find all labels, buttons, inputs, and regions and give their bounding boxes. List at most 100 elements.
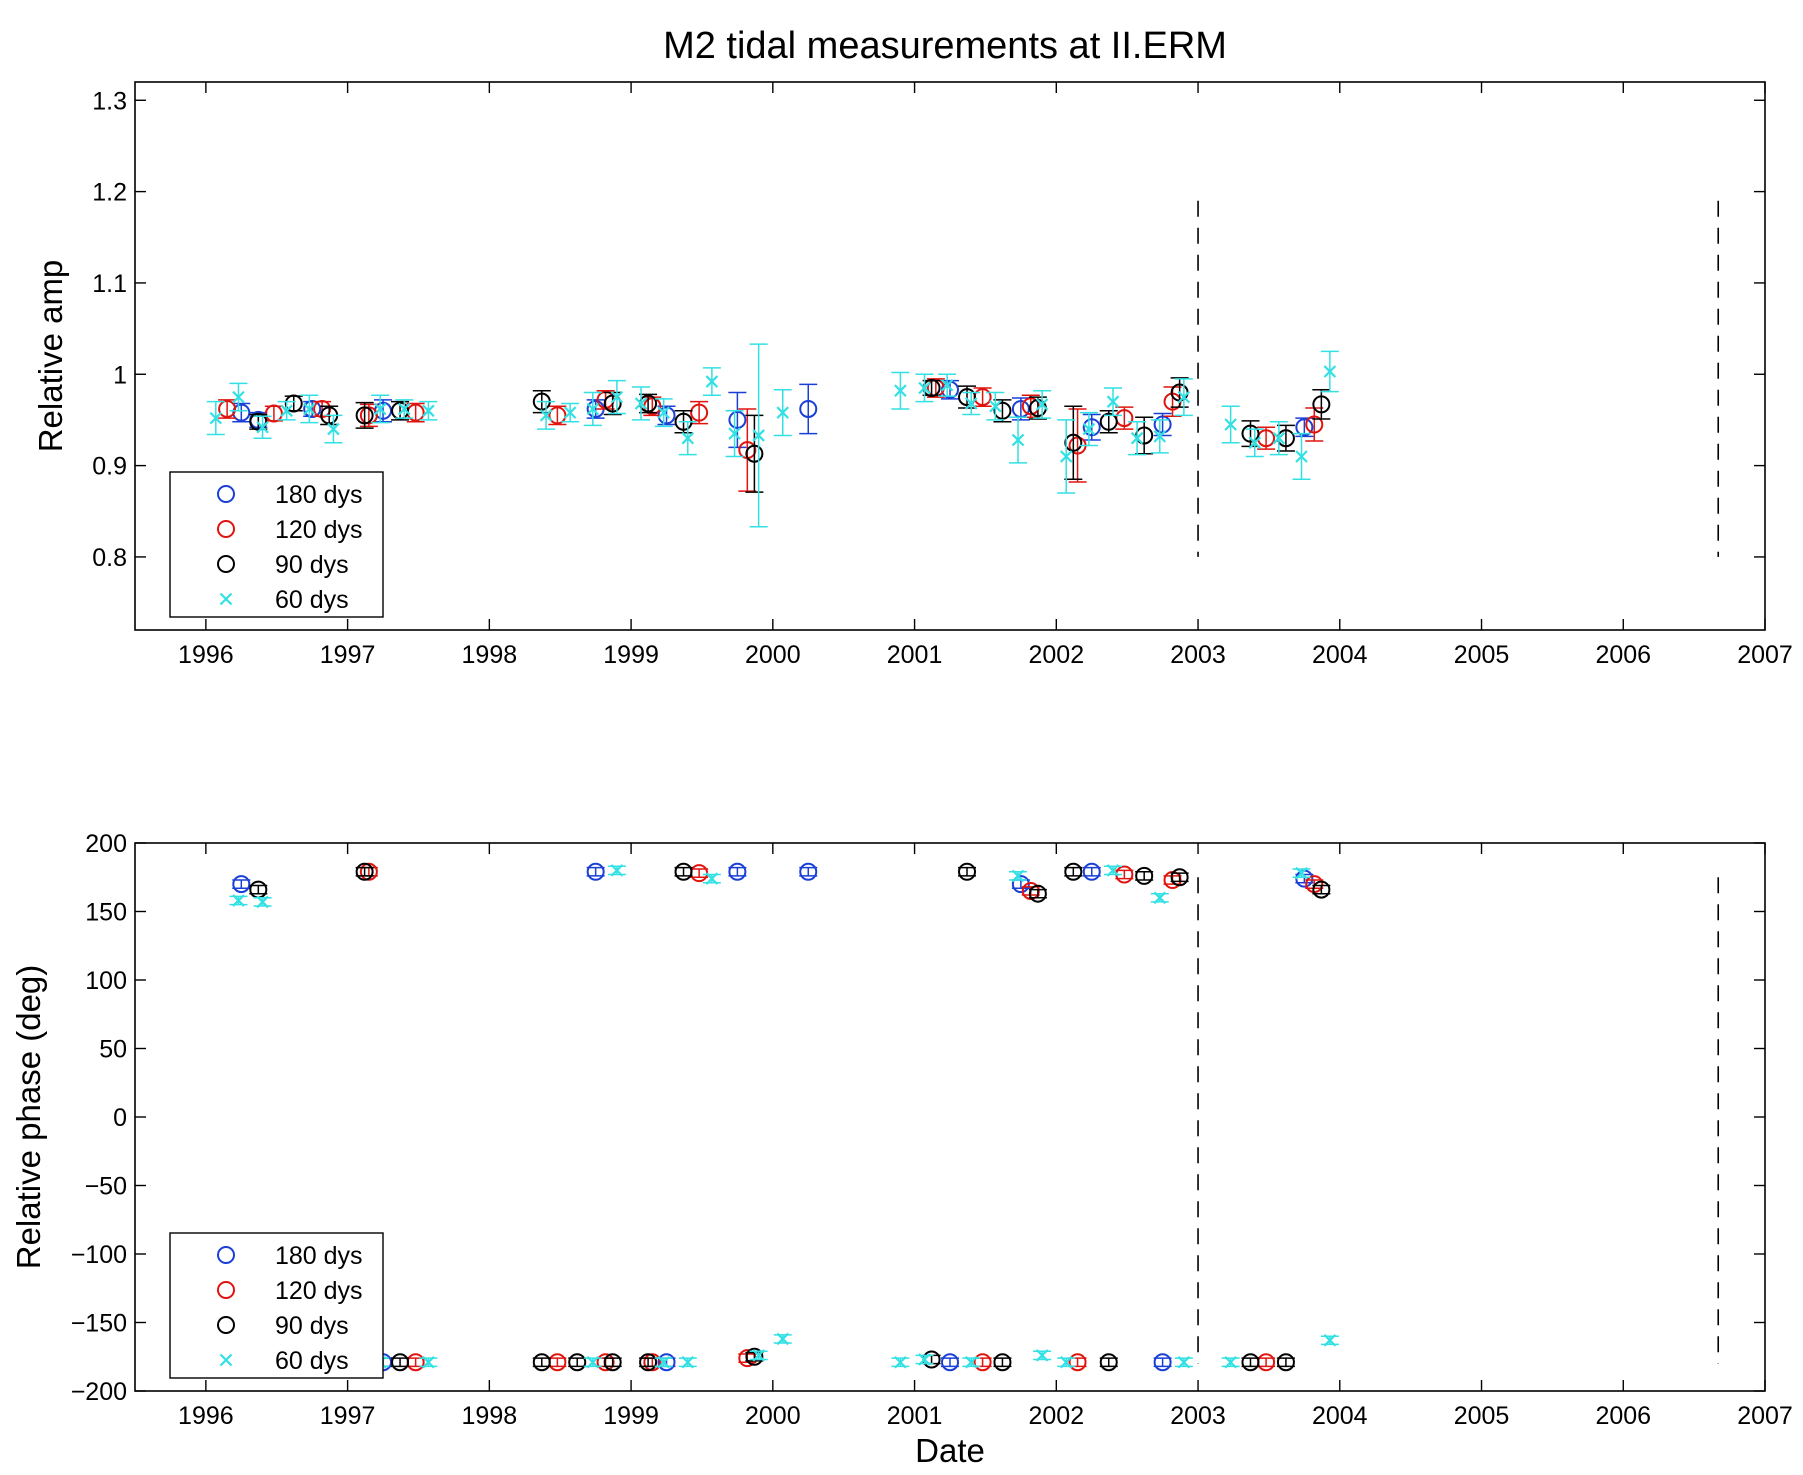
phase-x-tick-label: 2006	[1595, 1402, 1651, 1430]
phase-point	[1241, 1353, 1260, 1372]
amp-point	[940, 378, 954, 392]
amp-legend-marker	[217, 555, 235, 573]
phase-point	[1082, 862, 1101, 881]
phase-point	[674, 862, 693, 881]
phase-point	[1011, 869, 1025, 883]
phase-point	[1177, 1355, 1191, 1369]
amp-x-tick-label: 2006	[1595, 641, 1651, 669]
amp-error-bar	[1064, 405, 1083, 481]
amp-point	[303, 402, 316, 416]
amp-legend-label: 180 dys	[275, 481, 363, 509]
phase-legend: 180 dys 120 dys 90 dys 60 dys	[169, 1232, 384, 1379]
phase-y-tick-label: 150	[85, 899, 127, 927]
phase-x-tick-label: 1997	[320, 1402, 376, 1430]
phase-point	[973, 1353, 992, 1372]
amp-point	[249, 412, 268, 431]
amp-point	[993, 401, 1012, 420]
amp-legend-label: 90 dys	[275, 551, 349, 579]
amp-point	[1130, 431, 1144, 445]
amp-legend-marker	[217, 485, 235, 503]
phase-x-tick-label: 1998	[462, 1402, 518, 1430]
phase-point	[918, 1353, 931, 1366]
amp-y-tick-label: 0.8	[92, 544, 127, 572]
phase-legend-label: 60 dys	[275, 1347, 349, 1375]
amp-point	[894, 384, 907, 397]
amp-point	[964, 397, 978, 410]
phase-point	[359, 862, 378, 881]
amp-point	[776, 406, 790, 419]
amp-point	[209, 411, 223, 425]
phase-y-tick-label: 200	[85, 830, 127, 858]
amp-legend: 180 dys 120 dys 90 dys 60 dys	[169, 471, 384, 618]
amp-point	[705, 375, 719, 388]
phase-point	[657, 1353, 676, 1372]
phase-point	[799, 862, 818, 881]
phase-x-axis-label: Date	[915, 1432, 985, 1469]
phase-legend-marker	[217, 1246, 235, 1264]
phase-point	[232, 894, 245, 907]
amp-series-3	[206, 343, 1339, 528]
amp-x-tick-label: 1998	[462, 641, 518, 669]
amp-point	[728, 427, 741, 440]
phase-panel: Relative phase (deg) Date 1996 1997 1998 19…	[10, 830, 1793, 1469]
phase-point	[1106, 864, 1120, 877]
phase-legend-marker	[217, 1316, 235, 1334]
amp-point	[989, 399, 1002, 413]
phase-point	[752, 1349, 765, 1362]
amp-point	[422, 404, 435, 418]
amp-point	[264, 404, 283, 423]
phase-legend-box	[169, 1232, 384, 1379]
amp-x-tick-label: 2003	[1170, 641, 1226, 669]
phase-y-tick-label: −150	[71, 1310, 127, 1338]
amp-error-bar	[218, 399, 237, 419]
phase-point	[1153, 891, 1167, 905]
amp-point	[1011, 433, 1025, 447]
amp-point	[563, 406, 577, 419]
amp-legend-marker	[217, 520, 235, 538]
phase-y-tick-label: −200	[71, 1378, 127, 1406]
phase-point	[586, 862, 605, 881]
phase-point	[745, 1347, 764, 1366]
phase-point	[256, 895, 269, 909]
phase-point	[596, 1353, 615, 1372]
amp-error-bar	[232, 402, 251, 423]
amp-point	[373, 402, 387, 416]
phase-point	[1312, 880, 1331, 899]
phase-point	[355, 862, 374, 881]
amp-x-tick-label: 2002	[1028, 641, 1084, 669]
amp-point	[1082, 418, 1101, 437]
amp-x-tick-label: 1997	[320, 641, 376, 669]
amp-point	[327, 422, 340, 436]
phase-point	[993, 1353, 1012, 1372]
amplitude-panel: Relative amp 1996 1997 1998 1999 2000 2001 200…	[32, 81, 1793, 669]
amp-point	[359, 406, 378, 425]
phase-point	[232, 875, 251, 894]
phase-point	[894, 1355, 907, 1369]
amp-point	[303, 399, 322, 418]
amp-error-bar	[728, 391, 747, 449]
amp-point	[1099, 412, 1118, 431]
phase-point	[422, 1355, 435, 1369]
phase-legend-label: 120 dys	[275, 1277, 363, 1305]
amp-point	[1224, 418, 1237, 431]
amp-point	[398, 402, 411, 416]
amp-point	[1082, 422, 1096, 436]
chart-title: M2 tidal measurements at II.ERM	[663, 25, 1227, 67]
phase-x-tick-label: 2000	[745, 1402, 801, 1430]
amp-point	[752, 429, 765, 442]
phase-x-tick-label: 2003	[1170, 1402, 1226, 1430]
phase-legend-label: 90 dys	[275, 1312, 349, 1340]
amp-point	[1272, 431, 1286, 445]
phase-x-tick-label: 1999	[603, 1402, 659, 1430]
amp-point	[539, 409, 553, 422]
amp-point	[1177, 390, 1191, 404]
phase-y-tick-label: −100	[71, 1241, 127, 1269]
amp-y-tick-label: 1.3	[92, 87, 127, 115]
amp-y-tick-label: 1.1	[92, 270, 127, 298]
amp-x-tick-label: 1999	[603, 641, 659, 669]
phase-point	[1135, 866, 1154, 885]
amp-point	[728, 410, 747, 429]
phase-point	[391, 1353, 410, 1372]
amp-point	[232, 390, 245, 404]
amp-error-bar	[1135, 416, 1154, 455]
